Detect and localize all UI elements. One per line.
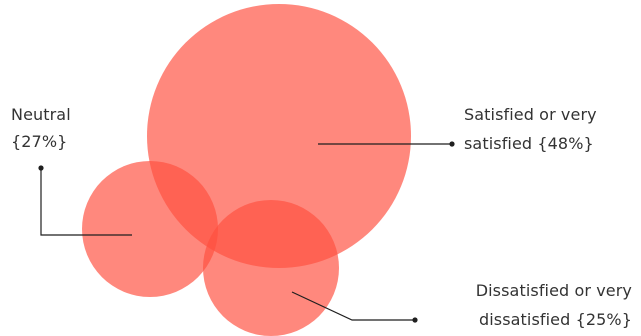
leader-layer — [38, 141, 455, 323]
label-layer: Satisfied or very satisfied {48%} Neutral {… — [11, 105, 632, 329]
label-satisfied-line-1: Satisfied or very — [464, 105, 597, 124]
label-dissatisfied-line-1: Dissatisfied or very — [476, 281, 632, 300]
bubble-layer — [82, 4, 411, 336]
leader-line-dissatisfied — [291, 291, 415, 321]
bubble-neutral — [82, 161, 218, 297]
leader-dot-dissatisfied — [412, 317, 418, 323]
bubble-satisfied — [147, 4, 411, 268]
leader-dot-satisfied — [449, 141, 455, 147]
label-dissatisfied-line-2: dissatisfied {25%} — [479, 310, 632, 329]
leader-line-neutral — [40, 168, 132, 236]
label-satisfied-line-2: satisfied {48%} — [464, 134, 594, 153]
label-neutral-line-2: {27%} — [11, 132, 67, 151]
bubble-dissatisfied — [203, 200, 339, 336]
leader-dot-neutral — [38, 165, 44, 171]
label-neutral-line-1: Neutral — [11, 105, 71, 124]
